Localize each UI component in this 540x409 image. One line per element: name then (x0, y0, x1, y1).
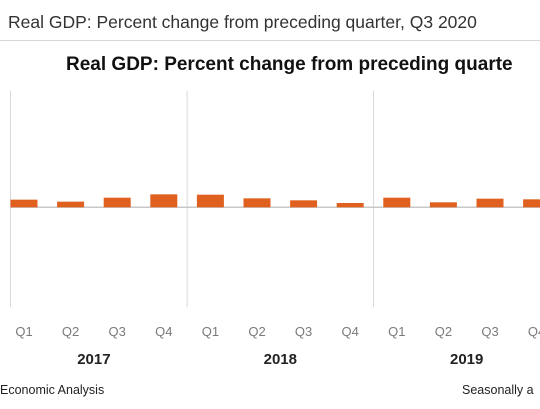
quarter-tick-label: Q3 (109, 324, 126, 339)
bar-11 (476, 198, 504, 208)
quarter-tick-label: Q4 (155, 324, 172, 339)
quarter-tick-label: Q3 (481, 324, 498, 339)
quarter-tick-label: Q1 (202, 324, 219, 339)
bar-6 (243, 198, 271, 208)
gdp-bar-chart: Q1 Q2 Q3 Q4 Q1 Q2 Q3 Q4 Q1 Q2 Q3 Q4 2017 2018 2019 (10, 91, 540, 368)
quarter-tick-label: Q1 (15, 324, 32, 339)
year-label: 2018 (264, 351, 297, 368)
bar-9 (383, 197, 411, 208)
seasonal-note: Seasonally a (462, 383, 534, 397)
bar-8 (336, 202, 364, 208)
quarter-tick-label: Q4 (342, 324, 359, 339)
quarter-tick-label: Q2 (435, 324, 452, 339)
quarter-tick-label: Q1 (388, 324, 405, 339)
bar-4 (150, 194, 178, 208)
bar-2 (57, 201, 85, 208)
quarter-tick-label: Q2 (248, 324, 265, 339)
bar-5 (196, 194, 224, 208)
source-note: Economic Analysis (0, 383, 105, 397)
chart-title: Real GDP: Percent change from preceding … (66, 54, 513, 75)
bar-3 (103, 197, 131, 208)
year-label: 2017 (77, 351, 110, 368)
year-label: 2019 (450, 351, 483, 368)
bar-7 (290, 200, 318, 208)
chart-frame: Real GDP: Percent change from preceding … (0, 40, 540, 409)
page-title: Real GDP: Percent change from preceding … (8, 12, 477, 32)
quarter-tick-label: Q4 (528, 324, 540, 339)
quarter-tick-label: Q2 (62, 324, 79, 339)
quarter-tick-label: Q3 (295, 324, 312, 339)
bar-1 (10, 199, 38, 208)
bar-10 (429, 202, 457, 208)
bar-12 (523, 199, 540, 208)
